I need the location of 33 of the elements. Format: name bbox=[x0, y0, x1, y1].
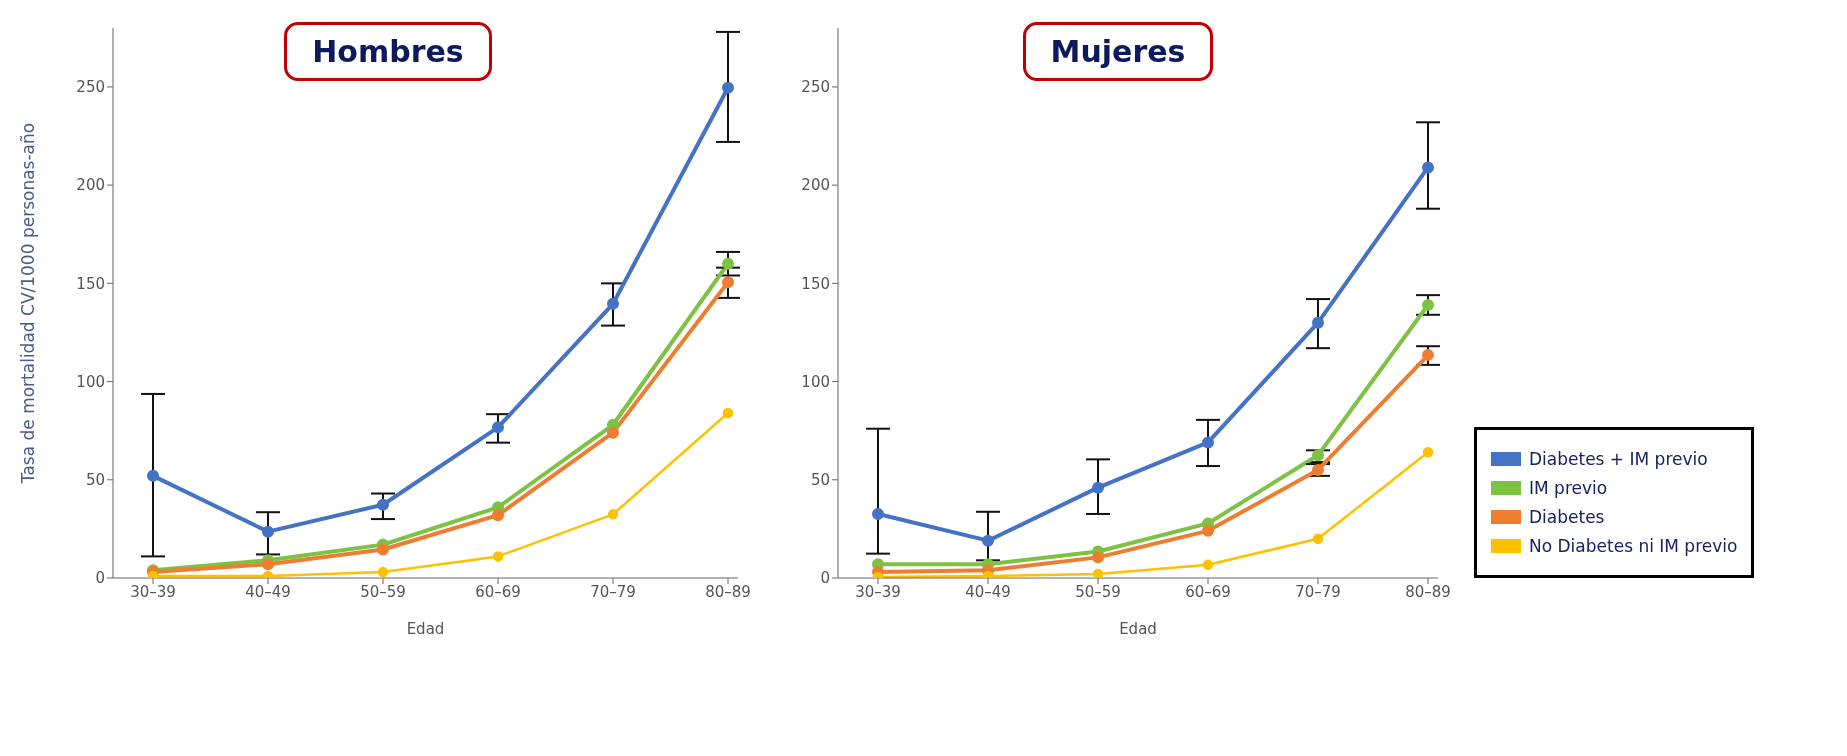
x-tick-label: 60–69 bbox=[475, 582, 521, 601]
x-tick-label: 30–39 bbox=[130, 582, 176, 601]
x-axis-title: Edad bbox=[1119, 620, 1157, 638]
x-tick-label: 30–39 bbox=[855, 582, 901, 601]
y-tick-label: 50 bbox=[85, 471, 105, 490]
y-tick-label: 50 bbox=[810, 471, 830, 490]
x-tick-label: 40–49 bbox=[965, 582, 1011, 601]
y-axis-title: Tasa de mortalidad CV/1000 personas-año bbox=[18, 122, 39, 485]
x-tick-label: 70–79 bbox=[1295, 582, 1341, 601]
x-tick-label: 80–89 bbox=[705, 582, 751, 601]
y-tick-label: 100 bbox=[801, 372, 830, 391]
x-tick-label: 70–79 bbox=[590, 582, 636, 601]
y-tick-label: 150 bbox=[801, 274, 830, 293]
y-tick-label: 250 bbox=[801, 78, 830, 97]
x-tick-label: 50–59 bbox=[360, 582, 406, 601]
x-axis-title: Edad bbox=[406, 620, 445, 638]
chart-title: Hombres bbox=[312, 34, 464, 69]
y-tick-label: 100 bbox=[76, 372, 105, 391]
y-tick-label: 200 bbox=[801, 176, 830, 195]
y-tick-label: 0 bbox=[820, 569, 830, 588]
x-tick-label: 60–69 bbox=[1185, 582, 1231, 601]
y-tick-label: 0 bbox=[95, 569, 105, 588]
legend-label: No Diabetes ni IM previo bbox=[1529, 536, 1738, 556]
y-tick-label: 200 bbox=[76, 176, 105, 195]
legend-label: Diabetes bbox=[1529, 507, 1605, 527]
x-tick-label: 50–59 bbox=[1075, 582, 1121, 601]
y-tick-label: 250 bbox=[76, 78, 105, 97]
x-tick-label: 80–89 bbox=[1405, 582, 1451, 601]
legend-label: Diabetes + IM previo bbox=[1529, 449, 1708, 469]
chart-title: Mujeres bbox=[1050, 34, 1186, 69]
x-tick-label: 40–49 bbox=[245, 582, 291, 601]
y-tick-label: 150 bbox=[76, 274, 105, 293]
legend-label: IM previo bbox=[1529, 478, 1608, 498]
